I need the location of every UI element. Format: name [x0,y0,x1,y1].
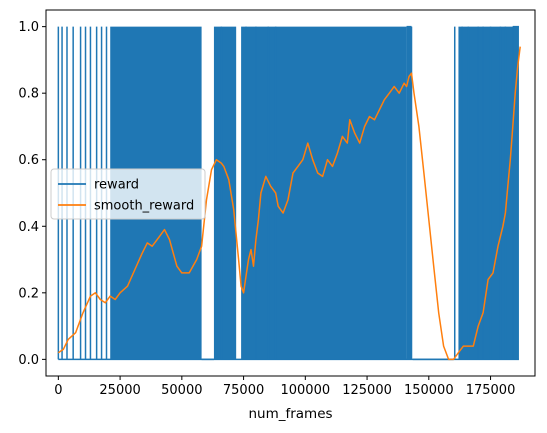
smooth-reward-line [57,46,521,361]
y-tick-label: 0.0 [18,353,39,368]
x-axis: 0 25000 50000 75000 100000 125000 150000 175000 [54,376,515,398]
plot-frame [45,9,536,377]
y-tick-label: 0.2 [18,286,39,301]
x-tick-label: 75000 [223,383,264,398]
y-axis: 0.0 0.2 0.4 0.6 0.8 1.0 [18,20,46,368]
y-tick-label: 0.4 [18,220,39,235]
y-tick-label: 0.8 [18,87,39,102]
legend-label-reward: reward [94,178,139,193]
x-tick-label: 125000 [342,383,392,398]
reward-dense-band [213,26,237,360]
x-tick-label: 150000 [404,383,454,398]
legend-box [50,168,206,220]
x-tick-label: 25000 [99,383,140,398]
y-tick-label: 1.0 [18,20,39,35]
legend: reward smooth_reward [50,168,206,220]
legend-label-smooth-reward: smooth_reward [94,199,194,214]
smooth-reward-series [57,46,521,361]
x-tick-label: 0 [54,383,62,398]
x-tick-label: 50000 [161,383,202,398]
reward-dense-band [458,26,518,360]
x-tick-label: 175000 [466,383,516,398]
x-axis-label: num_frames [248,406,332,422]
x-tick-label: 100000 [280,383,330,398]
reward-dense-band [241,26,407,360]
reward-plateau-band [406,26,412,360]
y-tick-label: 0.6 [18,153,39,168]
reward-plateau-band [512,26,519,360]
